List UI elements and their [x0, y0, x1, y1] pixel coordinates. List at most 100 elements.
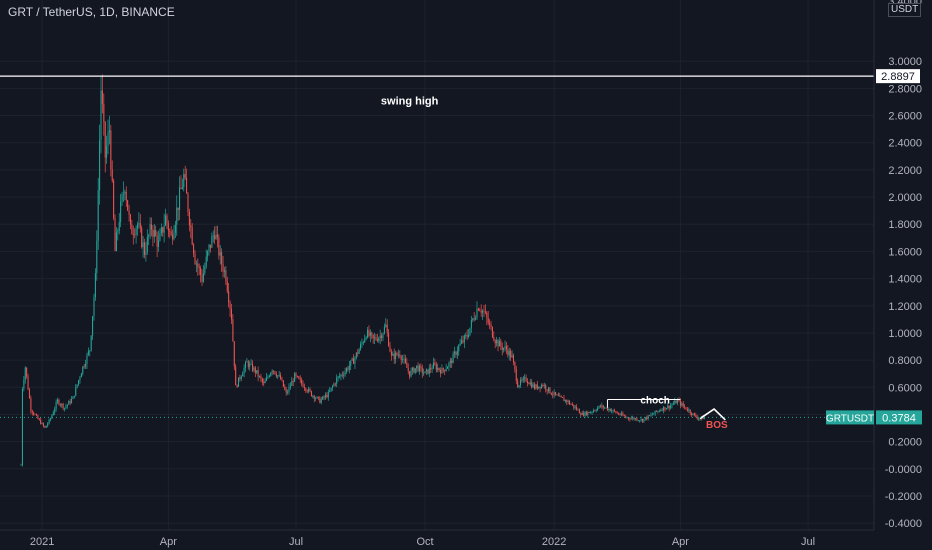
candle-body [146, 237, 148, 252]
candle-body [163, 225, 165, 233]
candle-body [599, 405, 601, 407]
candle-body [560, 395, 562, 398]
candle-body [358, 349, 360, 354]
candle-body [546, 389, 548, 392]
candle-body [435, 364, 437, 370]
candle-body [198, 266, 200, 269]
candle-body [261, 378, 263, 382]
candle-body [591, 411, 593, 413]
candle-body [585, 411, 587, 416]
price-tick-label: 1.8000 [888, 219, 922, 231]
price-tick-label: 3.0000 [888, 56, 922, 68]
candle-body [158, 240, 160, 247]
candle-body [222, 263, 224, 272]
candle-body [608, 408, 610, 411]
candle-body [107, 132, 109, 146]
candle-body [309, 388, 311, 392]
candle-body [581, 413, 583, 415]
candle-body [629, 418, 631, 420]
candle-body [225, 270, 227, 282]
candle-body [219, 252, 221, 256]
candle-body [209, 244, 211, 248]
candle-body [31, 410, 33, 413]
time-tick-label: 2021 [30, 536, 54, 548]
candle-body [85, 363, 87, 367]
candle-body [389, 345, 391, 352]
candle-body [555, 392, 557, 395]
candle-body [302, 383, 304, 387]
candle-body [414, 368, 416, 373]
candle-body [34, 414, 36, 416]
candle-body [82, 366, 84, 374]
candle-body [216, 234, 218, 238]
candle-body [106, 145, 108, 158]
candle-body [277, 375, 279, 377]
candle-body [113, 180, 115, 218]
candle-body [108, 130, 110, 133]
candle-body [68, 401, 70, 405]
time-axis[interactable]: 2021 Apr Jul Oct 2022 Apr Jul [30, 536, 815, 548]
candle-body [486, 312, 488, 318]
candle-body [340, 374, 342, 377]
candle-body [139, 223, 141, 228]
candle-body [305, 388, 307, 391]
candle-body [570, 404, 572, 405]
candle-body [539, 386, 541, 389]
candle-body [174, 224, 176, 233]
candle-body [249, 363, 251, 367]
time-tick-label: Oct [417, 536, 434, 548]
candle-body [236, 385, 238, 387]
candle-body [312, 395, 314, 397]
candle-body [656, 410, 658, 412]
candle-body [657, 410, 659, 412]
candle-body [703, 417, 705, 420]
candle-body [375, 337, 377, 340]
candle-body [489, 323, 491, 325]
candle-body [455, 351, 457, 355]
price-tick-label: 0.8000 [888, 355, 922, 367]
candle-body [167, 223, 169, 231]
candle-body [490, 324, 492, 327]
candle-body [665, 408, 667, 410]
symbol-legend[interactable]: GRT / TetherUS, 1D, BINANCE [8, 5, 175, 19]
candle-body [299, 378, 301, 380]
candle-body [514, 361, 516, 370]
candle-body [410, 370, 412, 377]
candle-body [653, 413, 655, 415]
candle-body [529, 382, 531, 385]
candle-body [542, 384, 544, 387]
candle-body [329, 390, 331, 392]
candle-body [135, 228, 137, 235]
candle-body [66, 404, 68, 407]
candle-body [674, 400, 676, 404]
candle-body [587, 412, 589, 416]
candle-body [682, 403, 684, 407]
candle-body [417, 365, 419, 372]
candle-body [271, 370, 273, 373]
candle-body [47, 423, 49, 426]
candle-body [187, 193, 189, 212]
currency-label[interactable]: USDT [888, 3, 922, 17]
candle-body [129, 214, 131, 225]
candle-body [148, 235, 150, 238]
candle-body [226, 281, 228, 292]
candle-body [376, 339, 378, 341]
candle-body [416, 365, 418, 369]
candle-body [552, 394, 554, 396]
candle-body [618, 413, 620, 415]
candle-body [637, 420, 639, 422]
candle-body [543, 385, 545, 387]
candle-body [281, 379, 283, 381]
candle-body [605, 407, 607, 409]
candle-body [379, 335, 381, 338]
candle-body [179, 187, 181, 211]
candle-body [378, 337, 380, 341]
candle-body [594, 410, 596, 412]
candle-body [402, 359, 404, 361]
candle-body [479, 310, 481, 312]
candle-body [59, 404, 61, 406]
candle-body [595, 410, 597, 412]
candle-body [501, 346, 503, 350]
candle-body [86, 354, 88, 364]
